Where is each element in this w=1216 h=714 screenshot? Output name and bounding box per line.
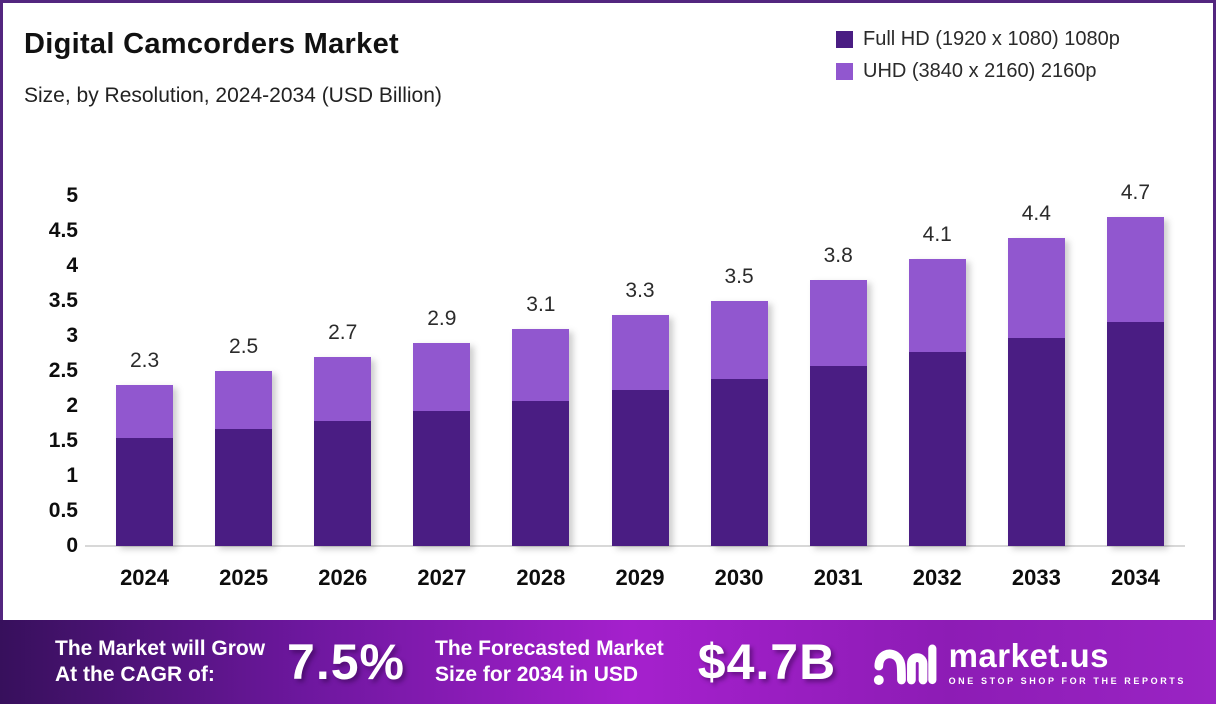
x-tick-label-2028: 2028 <box>516 565 566 590</box>
x-tick-label-2025: 2025 <box>219 565 269 590</box>
x-tick-label-2024: 2024 <box>120 565 170 590</box>
bar-2027-uhd-segment <box>413 343 471 411</box>
bar-total-label-2026: 2.7 <box>328 321 358 344</box>
cagr-value: 7.5% <box>287 634 406 690</box>
bottom-banner: The Market will Grow At the CAGR of: 7.5… <box>0 620 1216 704</box>
bar-total-label-2033: 4.4 <box>1021 202 1051 225</box>
x-tick-label-2034: 2034 <box>1110 565 1160 590</box>
bar-2030 <box>710 301 768 546</box>
chart-legend: Full HD (1920 x 1080) 1080p UHD (3840 x … <box>836 28 1120 83</box>
bar-total-label-2032: 4.1 <box>922 223 952 246</box>
bar-2026 <box>314 357 372 546</box>
bar-2024 <box>116 385 174 546</box>
bar-2026-fullhd-segment <box>314 420 372 546</box>
bar-total-label-2031: 3.8 <box>823 244 853 267</box>
bar-2034-uhd-segment <box>1106 217 1164 322</box>
bar-total-label-2025: 2.5 <box>229 335 259 358</box>
bar-2025 <box>215 371 273 546</box>
y-tick-label: 2 <box>66 394 78 417</box>
y-tick-label: 0 <box>66 534 78 557</box>
y-tick-label: 3.5 <box>48 289 78 312</box>
bar-2034 <box>1106 217 1164 546</box>
y-tick-label: 1.5 <box>48 429 78 452</box>
bar-2024-uhd-segment <box>116 385 174 438</box>
bar-2027-fullhd-segment <box>413 410 471 546</box>
x-axis-line <box>85 545 1185 547</box>
bar-2029 <box>611 315 669 546</box>
bar-2032-uhd-segment <box>908 259 966 353</box>
x-tick-label-2030: 2030 <box>714 565 764 590</box>
cagr-label-line2: At the CAGR of: <box>55 663 215 686</box>
cagr-label-line1: The Market will Grow <box>55 636 266 660</box>
y-tick-label: 4 <box>66 254 78 277</box>
x-tick-label-2031: 2031 <box>813 565 863 590</box>
bar-2031-fullhd-segment <box>809 366 867 546</box>
banner-bottom-strip <box>0 704 1216 714</box>
bar-2029-uhd-segment <box>611 315 669 390</box>
forecast-value: $4.7B <box>697 634 837 690</box>
x-tick-label-2032: 2032 <box>912 565 962 590</box>
y-tick-label: 0.5 <box>48 499 78 522</box>
x-tick-label-2027: 2027 <box>417 565 467 590</box>
bar-total-label-2024: 2.3 <box>129 349 160 372</box>
bar-total-label-2027: 2.9 <box>427 307 457 330</box>
marketus-logo-text: market.us ONE STOP SHOP FOR THE REPORTS <box>949 639 1186 686</box>
y-tick-label: 5 <box>66 184 78 207</box>
bar-2025-fullhd-segment <box>215 429 273 546</box>
marketus-logo-icon <box>873 644 936 685</box>
bar-2026-uhd-segment <box>314 357 372 421</box>
bar-2031 <box>809 280 867 546</box>
bar-2028 <box>512 329 570 546</box>
forecast-label-line1: The Forecasted Market <box>435 636 664 660</box>
y-tick-label: 4.5 <box>48 219 78 242</box>
x-tick-label-2029: 2029 <box>615 565 665 590</box>
legend-label-fullhd: Full HD (1920 x 1080) 1080p <box>863 28 1120 50</box>
plot-area: 2.3 2.5 2.7 2.9 3.1 3.3 3.5 3.8 4.1 4.4 4.7 <box>95 181 1185 546</box>
page-title: Digital Camcorders Market <box>24 28 399 60</box>
page-subtitle: Size, by Resolution, 2024-2034 (USD Bill… <box>24 84 442 107</box>
bar-total-label-2034: 4.7 <box>1120 181 1151 204</box>
legend-swatch-uhd-icon <box>836 63 853 80</box>
bar-2030-uhd-segment <box>710 301 768 379</box>
bar-2028-uhd-segment <box>512 329 570 402</box>
bar-2033 <box>1007 238 1065 546</box>
y-tick-label: 1 <box>66 464 78 487</box>
cagr-label: The Market will Grow At the CAGR of: <box>55 636 265 689</box>
bar-2031-uhd-segment <box>809 280 867 367</box>
bar-2030-fullhd-segment <box>710 378 768 546</box>
bar-2028-fullhd-segment <box>512 401 570 546</box>
bar-2025-uhd-segment <box>215 371 273 430</box>
forecast-label-line2: Size for 2034 in USD <box>435 663 639 686</box>
bar-total-label-2030: 3.5 <box>724 265 754 288</box>
bar-2024-fullhd-segment <box>116 437 174 546</box>
legend-item-fullhd: Full HD (1920 x 1080) 1080p <box>836 28 1120 51</box>
legend-swatch-fullhd-icon <box>836 31 853 48</box>
y-axis-tick-labels: 5 4.5 4 3.5 3 2.5 2 1.5 1 0.5 0 <box>0 184 88 557</box>
bar-2034-fullhd-segment <box>1106 322 1164 546</box>
bar-2029-fullhd-segment <box>611 389 669 546</box>
x-axis-tick-labels: 2024 2025 2026 2027 2028 2029 2030 2031 2032 2033… <box>95 565 1185 595</box>
y-tick-label: 3 <box>66 324 78 347</box>
y-tick-label: 2.5 <box>48 359 78 382</box>
bar-total-label-2029: 3.3 <box>625 279 655 302</box>
bar-2033-fullhd-segment <box>1007 338 1065 546</box>
x-tick-label-2026: 2026 <box>318 565 368 590</box>
marketus-logo-tagline: ONE STOP SHOP FOR THE REPORTS <box>948 675 1186 686</box>
legend-item-uhd: UHD (3840 x 2160) 2160p <box>836 60 1120 83</box>
bar-2032-fullhd-segment <box>908 352 966 546</box>
bar-2027 <box>413 343 471 546</box>
forecast-label: The Forecasted Market Size for 2034 in U… <box>435 636 664 689</box>
bar-2033-uhd-segment <box>1007 238 1065 339</box>
marketus-logo: market.us ONE STOP SHOP FOR THE REPORTS <box>873 635 1186 689</box>
x-tick-label-2033: 2033 <box>1011 565 1061 590</box>
bar-2032 <box>908 259 966 546</box>
legend-label-uhd: UHD (3840 x 2160) 2160p <box>863 60 1097 82</box>
marketus-logo-name: market.us <box>948 636 1109 674</box>
bar-total-label-2028: 3.1 <box>526 293 556 316</box>
